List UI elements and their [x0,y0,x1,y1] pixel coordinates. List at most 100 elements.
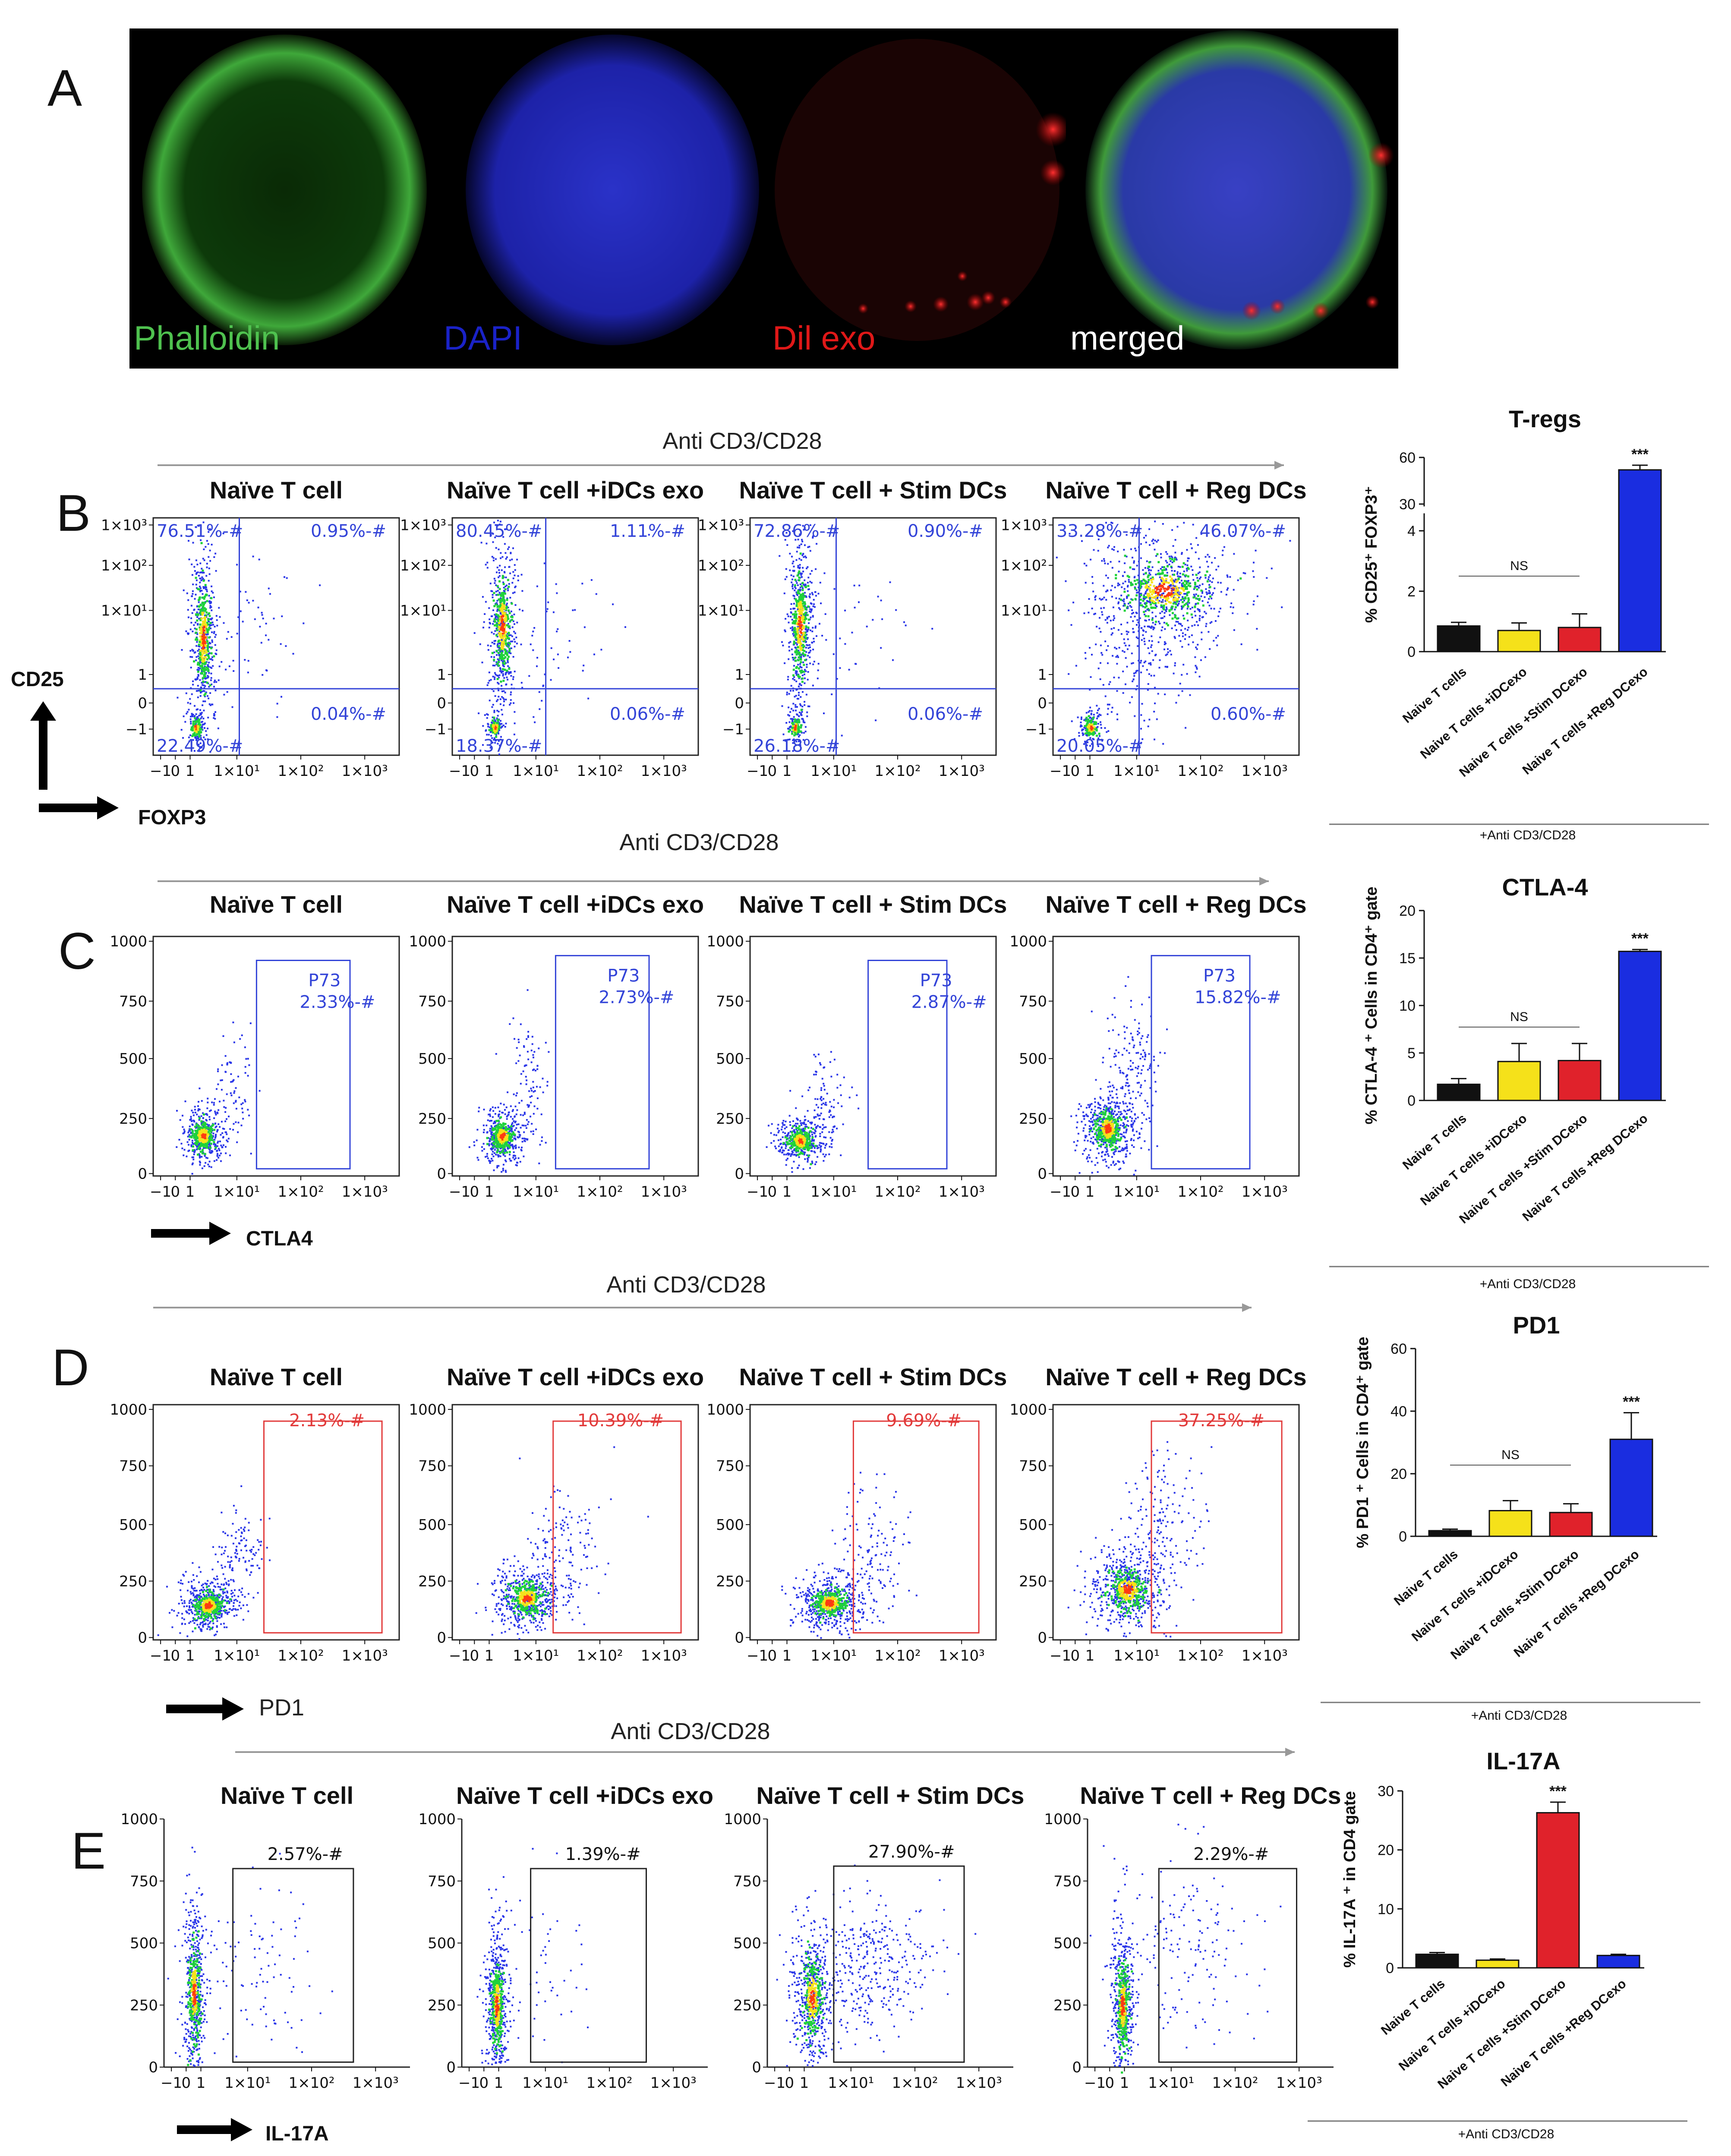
event-dot [219,1100,221,1103]
event-dot [1112,655,1114,657]
event-density [1167,624,1169,627]
event-density [1139,585,1142,587]
y-tick-label: 0 [138,695,147,712]
event-density [1156,588,1158,591]
event-dot [188,1134,190,1136]
event-dot [192,583,194,586]
event-density [202,659,204,662]
event-dot [787,676,789,678]
event-dot [201,567,203,570]
event-dot [802,661,804,663]
event-density [198,719,201,721]
event-dot [1178,593,1180,596]
event-dot [1186,673,1188,675]
event-dot [193,624,195,626]
event-dot [797,546,799,548]
event-dot [1092,721,1094,723]
event-dot [1166,561,1168,564]
event-density [1187,584,1190,587]
event-density [1085,732,1087,734]
event-density [498,632,501,634]
x-tick-label: 0 [767,763,777,780]
event-dot [801,666,803,668]
event-dot [798,567,801,570]
event-dot [1112,606,1114,608]
event-dot [819,623,820,625]
event-density [197,662,199,664]
event-density [794,719,797,721]
event-density [193,728,195,731]
event-dot [572,609,574,611]
event-dot [1151,566,1154,568]
event-density [800,646,803,649]
event-density [198,588,200,591]
event-dot [1179,623,1182,625]
x-tick-label: 1 [186,1183,195,1201]
event-dot [215,1134,217,1136]
event-dot [512,592,514,594]
event-dot [795,706,797,708]
event-dot [486,567,489,569]
event-dot [185,692,187,694]
event-dot [473,1141,475,1143]
event-dot [1082,734,1084,736]
event-density [1168,610,1171,612]
event-dot [214,652,217,655]
event-density [1130,584,1132,586]
event-dot [807,628,810,630]
event-dot [226,1139,228,1141]
event-density [1194,582,1196,584]
x-axis-name: FOXP3 [138,806,206,829]
event-dot [203,559,205,561]
event-density [506,635,509,637]
event-density [1195,597,1198,600]
event-dot [1134,576,1136,578]
event-density [192,724,195,727]
event-dot [1145,660,1147,662]
event-dot [201,725,203,728]
event-dot [496,1165,498,1167]
event-density [798,604,801,607]
event-dot [239,1038,241,1040]
event-density [202,646,205,648]
event-dot [1175,557,1177,559]
event-dot [191,714,193,716]
event-dot [200,717,202,719]
event-dot [507,1148,509,1150]
event-density [490,725,493,728]
event-dot [199,1154,201,1156]
event-density [508,632,510,634]
event-dot [1160,617,1162,619]
event-dot [803,583,805,586]
event-dot [192,542,194,544]
event-dot [502,660,504,662]
plot-title: Naïve T cell + Reg DCs [1045,476,1306,504]
event-dot [1110,711,1113,713]
event-dot [192,680,194,682]
event-dot [240,1124,243,1126]
event-dot [795,559,798,561]
event-dot [1176,605,1179,607]
event-density [197,1131,199,1134]
event-density [801,600,803,602]
event-density [795,633,798,635]
event-dot [1135,636,1138,638]
event-dot [196,668,199,671]
event-dot [1147,609,1149,611]
event-dot [504,691,506,693]
event-dot [217,1141,219,1143]
event-dot [216,1150,218,1151]
event-dot [219,1140,221,1142]
event-density [499,608,502,610]
event-dot [197,655,199,657]
event-dot [1209,592,1211,594]
event-dot [203,709,205,712]
event-dot [1088,611,1090,614]
event-dot [799,703,801,705]
event-dot [1126,534,1128,536]
event-dot [1151,617,1154,619]
event-dot [795,670,797,672]
event-dot [1100,739,1103,741]
event-dot [791,626,794,628]
event-dot [1165,551,1167,553]
